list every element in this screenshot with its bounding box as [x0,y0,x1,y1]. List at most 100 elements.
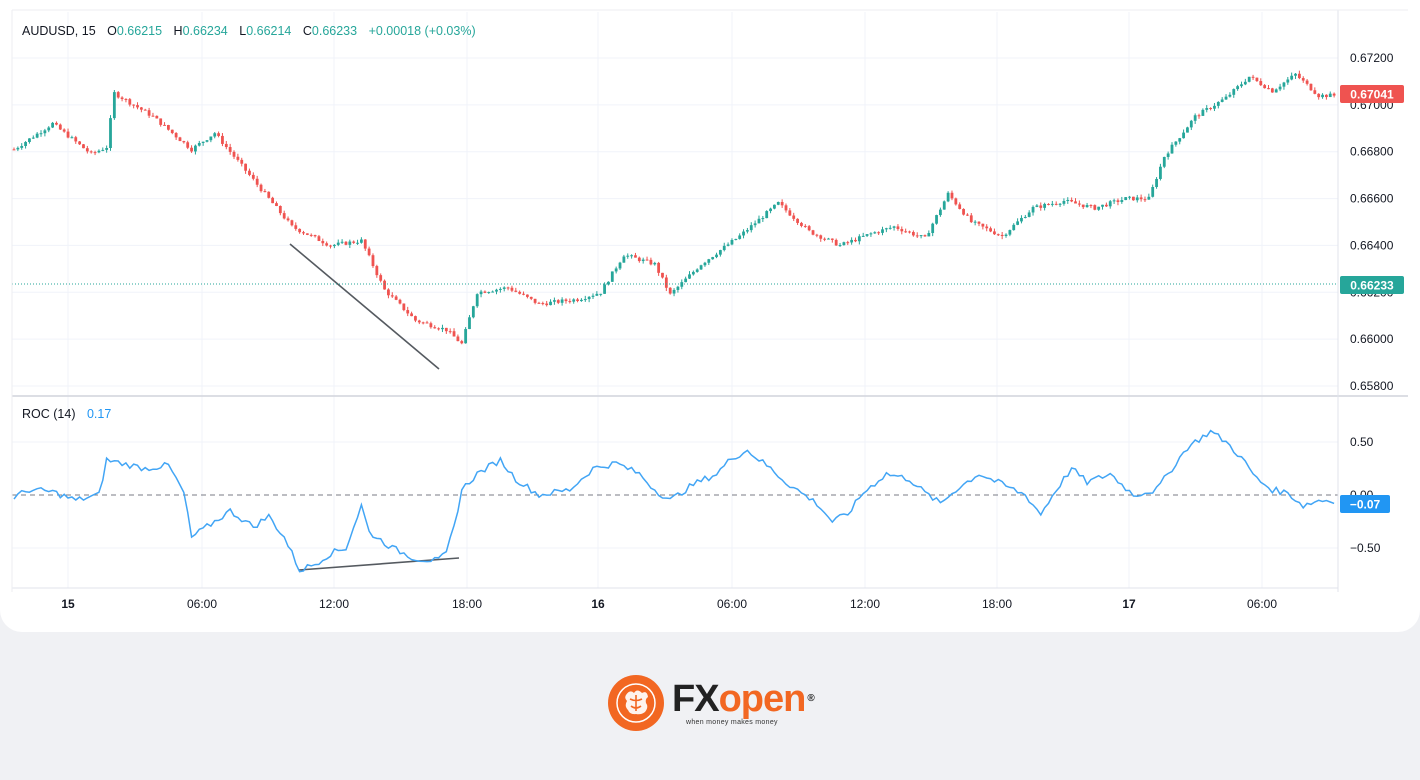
candle-body [387,289,390,296]
price-tick-label: 0.65800 [1350,379,1394,393]
symbol-label: AUDUSD [22,24,75,38]
candle-body [178,137,182,142]
bull-bear-icon [608,675,664,731]
candle-body [807,226,811,231]
candle [1240,81,1243,88]
candle-body [618,262,622,269]
high-value: 0.66234 [183,24,228,38]
candle-body [1027,212,1031,217]
candle-body [340,241,344,243]
candle [47,126,51,133]
candle [703,261,707,267]
candle [672,288,676,297]
roc-badge-text: −0.07 [1350,498,1381,512]
candle [556,299,560,305]
candle [197,140,201,147]
candle [722,242,726,252]
candle [244,163,247,174]
candle-body [935,215,938,224]
candle-body [1174,141,1178,145]
candle [205,139,209,143]
candle-body [1139,197,1143,200]
candle-body [1047,203,1050,205]
candle [1081,204,1085,209]
candle [278,205,282,216]
candle [1282,81,1286,90]
candle [861,232,865,237]
candle [363,239,367,251]
candle-body [1132,196,1135,201]
candle-body [383,280,386,290]
candle [985,224,989,232]
time-tick-label: 06:00 [187,597,217,611]
candle [1108,200,1112,209]
candle [356,239,359,245]
candle-body [587,296,591,300]
candle-body [1240,84,1243,87]
candle-body [344,241,348,245]
candle [595,291,599,297]
brand-fx: FX [672,678,720,720]
candle-body [1170,144,1174,154]
candle [996,233,1000,237]
candle [869,232,873,237]
roc-legend[interactable]: ROC (14) 0.17 [22,407,111,421]
candle [120,96,124,102]
candle [178,136,182,142]
close-value: 0.66233 [312,24,357,38]
candle-body [1247,76,1251,82]
candle [1205,105,1209,113]
candle [313,234,317,238]
ohlc-legend[interactable]: AUDUSD, 15 O0.66215 H0.66234 L0.66214 C0… [22,24,476,38]
candle-body [973,221,977,223]
candle-body [1309,83,1313,91]
candle [1332,92,1336,98]
candle [664,274,668,292]
candle-body [576,299,579,302]
candle-body [989,228,992,232]
candle [502,286,506,292]
candle [74,135,78,144]
candle-body [167,125,170,130]
candle-body [958,204,962,209]
candle [942,200,946,210]
time-axis[interactable]: 15 06:00 12:00 18:00 16 06:00 12:00 18:00 17 06:0… [61,597,1277,611]
candle-body [259,184,263,192]
candle-body [599,293,603,295]
candle-body [163,124,166,126]
candle [923,234,927,237]
candle-body [336,242,340,245]
candle-body [811,230,815,235]
candle-body [1178,138,1182,142]
candle-body [139,107,143,110]
candle-body [390,295,394,297]
candle [228,143,232,155]
candle-body [699,265,703,270]
candle-body [827,238,830,240]
candle [537,301,541,304]
candle [946,191,950,203]
candle [78,140,82,146]
candle [753,220,757,228]
chart-svg[interactable]: 0.672000.670000.668000.666000.664000.662… [0,0,1420,632]
price-trendline[interactable] [289,243,440,370]
candle [1159,163,1162,181]
candle [1093,204,1097,211]
candle [1170,142,1174,154]
candle [877,231,881,235]
candle-body [653,262,657,265]
candle [981,223,985,230]
candle [475,293,479,308]
candle [487,291,491,294]
candle-body [1267,88,1270,90]
candle-body [985,226,989,229]
candle-body [128,99,132,105]
candle-body [1035,205,1039,207]
candle-body [850,239,854,243]
candle [1070,197,1074,203]
candle [769,207,772,214]
candle [275,201,278,207]
candle [1104,202,1108,208]
time-grid [67,12,1263,588]
candle-body [637,257,641,262]
